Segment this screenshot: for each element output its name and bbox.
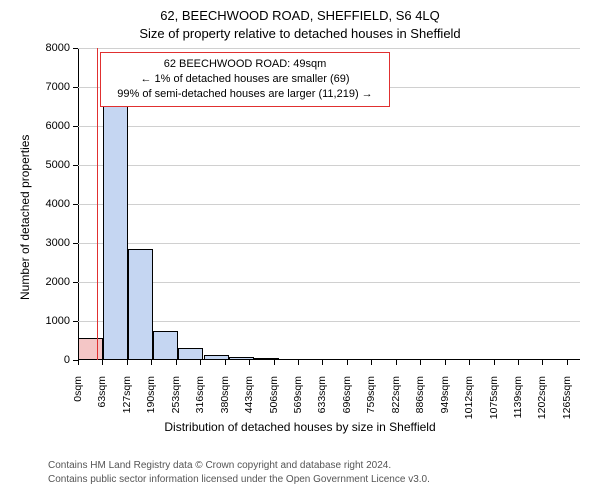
x-tick xyxy=(322,360,323,365)
x-tick-label: 1139sqm xyxy=(512,376,524,436)
title-subtitle: Size of property relative to detached ho… xyxy=(0,26,600,41)
y-tick-label: 4000 xyxy=(38,198,70,210)
y-tick-label: 2000 xyxy=(38,276,70,288)
x-tick-label: 380sqm xyxy=(219,376,231,436)
y-tick xyxy=(73,87,78,88)
x-tick xyxy=(102,360,103,365)
x-tick xyxy=(151,360,152,365)
y-tick-label: 0 xyxy=(38,354,70,366)
y-tick-label: 8000 xyxy=(38,42,70,54)
x-tick-label: 1075sqm xyxy=(488,376,500,436)
y-tick xyxy=(73,282,78,283)
x-tick xyxy=(249,360,250,365)
x-tick xyxy=(176,360,177,365)
x-tick xyxy=(469,360,470,365)
histogram-bar xyxy=(78,338,103,360)
y-tick-label: 7000 xyxy=(38,81,70,93)
grid-line xyxy=(78,126,580,127)
x-tick xyxy=(78,360,79,365)
x-tick xyxy=(494,360,495,365)
x-tick-label: 0sqm xyxy=(72,376,84,436)
histogram-bar xyxy=(153,331,178,360)
x-tick-label: 759sqm xyxy=(365,376,377,436)
y-tick-label: 6000 xyxy=(38,120,70,132)
x-tick-label: 443sqm xyxy=(243,376,255,436)
y-tick xyxy=(73,204,78,205)
x-tick xyxy=(420,360,421,365)
x-tick-label: 316sqm xyxy=(194,376,206,436)
histogram-bar xyxy=(254,358,279,360)
y-tick-label: 3000 xyxy=(38,237,70,249)
x-tick xyxy=(298,360,299,365)
x-tick xyxy=(542,360,543,365)
histogram-bar xyxy=(178,348,203,360)
x-tick-label: 633sqm xyxy=(316,376,328,436)
grid-line xyxy=(78,321,580,322)
annotation-line3: 99% of semi-detached houses are larger (… xyxy=(105,87,385,102)
y-tick-label: 5000 xyxy=(38,159,70,171)
annotation-line1: 62 BEECHWOOD ROAD: 49sqm xyxy=(105,57,385,72)
x-tick-label: 569sqm xyxy=(292,376,304,436)
annotation-line2: ← 1% of detached houses are smaller (69) xyxy=(105,72,385,87)
y-tick xyxy=(73,165,78,166)
x-tick-label: 822sqm xyxy=(390,376,402,436)
x-tick-label: 696sqm xyxy=(341,376,353,436)
x-tick xyxy=(396,360,397,365)
grid-line xyxy=(78,48,580,49)
x-tick xyxy=(200,360,201,365)
grid-line xyxy=(78,243,580,244)
x-tick-label: 949sqm xyxy=(439,376,451,436)
grid-line xyxy=(78,282,580,283)
footer-line2: Contains public sector information licen… xyxy=(48,474,430,485)
x-tick xyxy=(347,360,348,365)
x-tick xyxy=(127,360,128,365)
x-tick-label: 253sqm xyxy=(170,376,182,436)
y-axis-label: Number of detached properties xyxy=(18,135,32,300)
annotation-box: 62 BEECHWOOD ROAD: 49sqm ← 1% of detache… xyxy=(100,52,390,107)
y-tick xyxy=(73,243,78,244)
grid-line xyxy=(78,165,580,166)
x-tick xyxy=(274,360,275,365)
x-tick xyxy=(518,360,519,365)
title-address: 62, BEECHWOOD ROAD, SHEFFIELD, S6 4LQ xyxy=(0,8,600,23)
histogram-bar xyxy=(103,101,128,360)
x-tick xyxy=(445,360,446,365)
histogram-bar xyxy=(128,249,153,360)
marker-line xyxy=(97,48,98,360)
y-tick xyxy=(73,48,78,49)
x-tick-label: 1202sqm xyxy=(536,376,548,436)
y-tick xyxy=(73,321,78,322)
y-tick xyxy=(73,126,78,127)
x-tick-label: 127sqm xyxy=(121,376,133,436)
x-tick-label: 886sqm xyxy=(414,376,426,436)
x-tick-label: 1012sqm xyxy=(463,376,475,436)
y-tick-label: 1000 xyxy=(38,315,70,327)
x-tick-label: 63sqm xyxy=(96,376,108,436)
x-tick-label: 506sqm xyxy=(268,376,280,436)
x-tick xyxy=(225,360,226,365)
footer-line1: Contains HM Land Registry data © Crown c… xyxy=(48,460,391,471)
x-tick xyxy=(371,360,372,365)
grid-line xyxy=(78,204,580,205)
x-tick-label: 1265sqm xyxy=(561,376,573,436)
x-tick-label: 190sqm xyxy=(145,376,157,436)
x-tick xyxy=(567,360,568,365)
